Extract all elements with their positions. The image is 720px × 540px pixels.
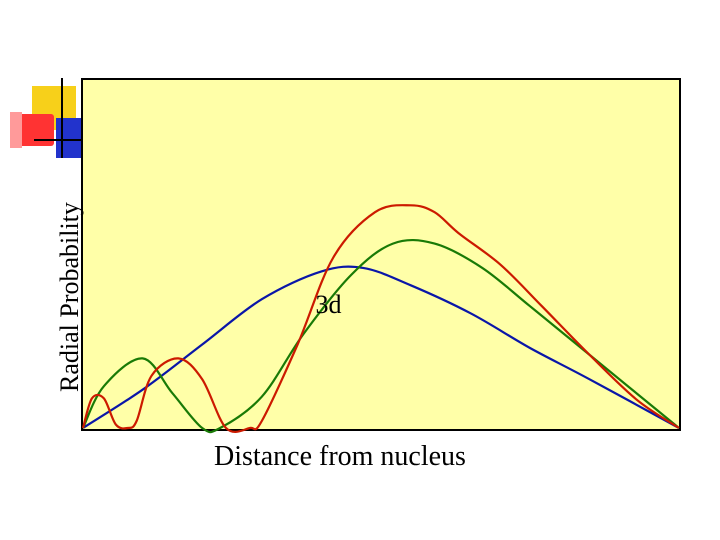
series-line-green bbox=[82, 238, 680, 434]
x-axis-label: Distance from nucleus bbox=[214, 441, 466, 472]
y-axis-label: Radial Probability bbox=[55, 202, 84, 392]
series-layer bbox=[81, 204, 680, 434]
orbital-annotation-3d: 3d bbox=[315, 290, 341, 319]
series-line-red bbox=[81, 204, 680, 433]
corner-block-decoration bbox=[10, 78, 86, 158]
plot-area bbox=[81, 78, 681, 431]
series-line-blue bbox=[82, 265, 680, 429]
deco-pink-shadow bbox=[10, 112, 22, 148]
